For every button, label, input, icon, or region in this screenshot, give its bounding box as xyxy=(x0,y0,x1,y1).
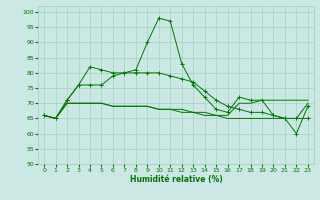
X-axis label: Humidité relative (%): Humidité relative (%) xyxy=(130,175,222,184)
